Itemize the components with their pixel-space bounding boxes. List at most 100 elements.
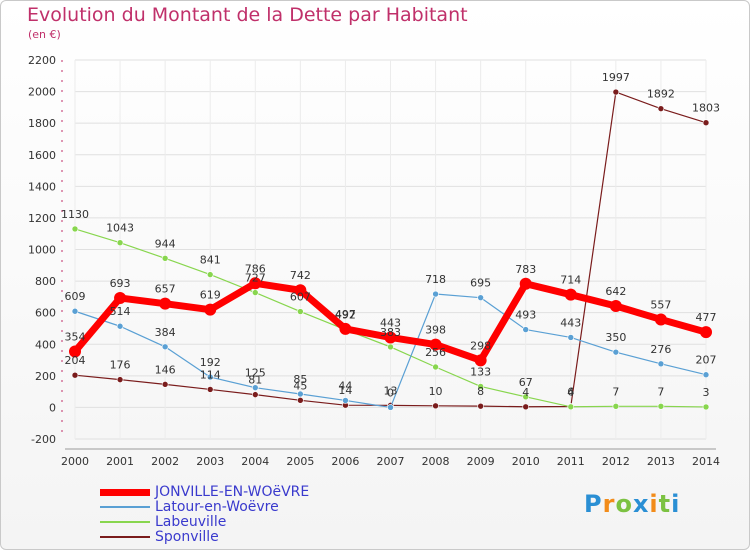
data-label: 1043 bbox=[106, 222, 134, 235]
data-label: 695 bbox=[470, 277, 491, 290]
y-tick-label: 1600 bbox=[28, 149, 56, 162]
data-point bbox=[161, 381, 169, 388]
data-label: 4 bbox=[567, 386, 574, 399]
x-tick-label: 2000 bbox=[61, 455, 89, 468]
x-tick-label: 2008 bbox=[422, 455, 450, 468]
y-tick-label: 1200 bbox=[28, 212, 56, 225]
data-point bbox=[206, 386, 214, 393]
data-point bbox=[71, 225, 79, 233]
data-point bbox=[654, 313, 667, 326]
data-point bbox=[702, 371, 710, 379]
data-label: 383 bbox=[380, 326, 401, 339]
data-label: 354 bbox=[65, 331, 86, 344]
x-tick-label: 2007 bbox=[377, 455, 405, 468]
data-point bbox=[432, 290, 439, 298]
data-point bbox=[657, 105, 665, 112]
data-label: 14 bbox=[338, 384, 352, 397]
data-label: 44 bbox=[338, 379, 352, 392]
data-label: 67 bbox=[519, 376, 533, 389]
data-label: 10 bbox=[429, 385, 443, 398]
data-label: 45 bbox=[293, 379, 307, 392]
data-label: 3 bbox=[703, 386, 710, 399]
data-point bbox=[297, 397, 304, 404]
data-label: 693 bbox=[110, 277, 131, 290]
data-point bbox=[612, 403, 620, 410]
y-tick-label: -200 bbox=[31, 433, 56, 446]
x-tick-label: 2012 bbox=[602, 455, 630, 468]
data-labels: 204 176 146 114 81 45 14 13 10 8 4 6199718921803113… bbox=[61, 71, 720, 399]
data-point bbox=[702, 403, 710, 411]
y-tick-label: 2000 bbox=[28, 86, 56, 99]
data-label: 718 bbox=[425, 273, 446, 286]
x-tick-label: 2001 bbox=[106, 455, 134, 468]
x-tick-label: 2004 bbox=[241, 455, 269, 468]
data-label: 204 bbox=[65, 354, 86, 367]
data-point bbox=[342, 397, 349, 404]
data-label: 443 bbox=[380, 316, 401, 329]
data-label: 298 bbox=[470, 339, 491, 352]
data-label: 514 bbox=[110, 305, 131, 318]
data-point bbox=[387, 404, 394, 411]
data-point bbox=[159, 297, 172, 310]
data-label: 783 bbox=[515, 263, 536, 276]
data-label: 607 bbox=[290, 291, 311, 304]
chart-title: Evolution du Montant de la Dette par Hab… bbox=[27, 4, 468, 26]
data-label: 944 bbox=[155, 237, 176, 250]
data-point bbox=[519, 277, 532, 290]
legend-label: Latour-en-Woëvre bbox=[155, 499, 279, 515]
data-label: 176 bbox=[110, 359, 131, 372]
logo-letter: o bbox=[615, 490, 633, 518]
data-label: 276 bbox=[650, 343, 671, 356]
data-point bbox=[477, 383, 484, 390]
data-point bbox=[204, 303, 217, 316]
data-label: 1997 bbox=[602, 71, 630, 84]
data-label: 841 bbox=[200, 254, 221, 267]
data-label: 4 bbox=[522, 386, 529, 399]
data-point bbox=[114, 291, 127, 304]
data-label: 81 bbox=[248, 374, 262, 387]
data-point bbox=[522, 393, 530, 401]
x-tick-label: 2010 bbox=[512, 455, 540, 468]
data-point bbox=[432, 363, 439, 371]
data-point bbox=[522, 326, 530, 333]
data-label: 0 bbox=[387, 386, 394, 399]
legend-swatch bbox=[100, 488, 150, 496]
data-point bbox=[339, 322, 352, 335]
data-point bbox=[251, 384, 259, 391]
data-point bbox=[71, 371, 79, 379]
legend-label: Labeuville bbox=[155, 514, 227, 530]
data-point bbox=[387, 343, 394, 351]
logo-letter: P bbox=[584, 490, 603, 518]
data-label: 1892 bbox=[647, 88, 675, 101]
y-tick-label: 200 bbox=[35, 370, 56, 383]
chart-unit: (en €) bbox=[28, 28, 61, 41]
data-point bbox=[71, 307, 79, 315]
data-point bbox=[297, 390, 304, 398]
data-label: 557 bbox=[650, 298, 671, 311]
data-label: 742 bbox=[290, 269, 311, 282]
y-tick-label: 1000 bbox=[28, 244, 56, 257]
data-point bbox=[429, 338, 442, 351]
data-label: 609 bbox=[65, 290, 86, 303]
data-label: 443 bbox=[560, 316, 581, 329]
data-label: 85 bbox=[293, 373, 307, 386]
axes: -200 0 200 400 600 800 1000 1200 1400 1600 1800 200… bbox=[28, 54, 720, 468]
data-point bbox=[116, 322, 124, 330]
data-label: 146 bbox=[155, 363, 176, 376]
data-point bbox=[700, 326, 712, 339]
data-label: 642 bbox=[605, 285, 626, 298]
data-point bbox=[249, 277, 262, 290]
logo-letter: x bbox=[632, 490, 650, 518]
data-point bbox=[477, 294, 484, 301]
legend-label: Sponville bbox=[155, 529, 219, 545]
x-tick-label: 2002 bbox=[151, 455, 179, 468]
data-point bbox=[567, 403, 575, 411]
data-label: 114 bbox=[200, 368, 221, 381]
legend-item-labeuville: Labeuville bbox=[100, 514, 226, 530]
data-label: 207 bbox=[696, 354, 717, 367]
data-point bbox=[116, 239, 124, 247]
x-tick-label: 2013 bbox=[647, 455, 675, 468]
x-tick-label: 2009 bbox=[467, 455, 495, 468]
data-label: 619 bbox=[200, 289, 221, 302]
y-tick-label: 600 bbox=[35, 307, 56, 320]
